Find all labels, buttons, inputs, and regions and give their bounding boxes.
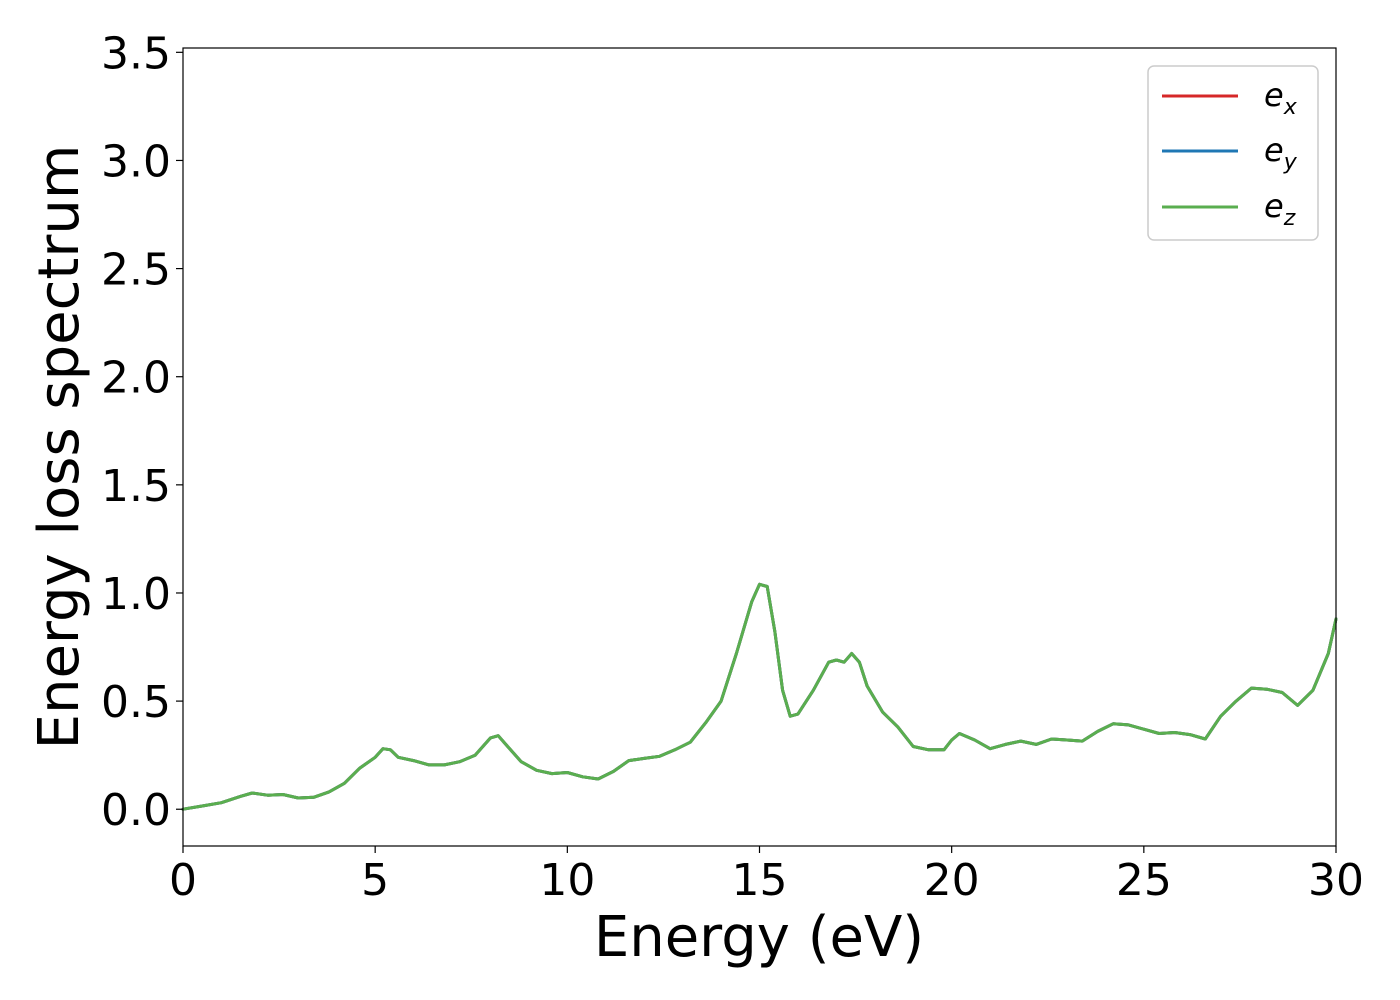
x-tick-label: 0	[169, 855, 197, 906]
x-axis-title: Energy (eV)	[594, 905, 924, 970]
y-tick-label: 0.0	[101, 785, 171, 836]
y-tick-label: 1.5	[101, 461, 171, 512]
legend-label-z: ez	[1264, 187, 1296, 231]
legend-label-x: ex	[1264, 76, 1298, 120]
legend: ex ey ez	[1147, 65, 1319, 241]
series-line-z	[181, 582, 1338, 811]
plot-lines	[181, 582, 1338, 811]
y-tick-label: 2.0	[101, 353, 171, 404]
y-axis-ticks: 0.0 0.5 1.0 1.5 2.0 2.5 3.0 3.5	[101, 28, 183, 836]
y-axis-title: Energy loss spectrum	[27, 145, 92, 750]
x-tick-label: 10	[539, 855, 595, 906]
y-tick-label: 3.0	[101, 136, 171, 187]
x-tick-label: 30	[1308, 855, 1364, 906]
legend-box	[1147, 65, 1319, 241]
x-axis-ticks: 0 5 10 15 20 25 30	[169, 846, 1364, 906]
x-tick-label: 25	[1116, 855, 1172, 906]
x-tick-label: 15	[732, 855, 788, 906]
x-tick-label: 20	[924, 855, 980, 906]
legend-label-y: ey	[1264, 131, 1298, 175]
y-tick-label: 1.0	[101, 569, 171, 620]
y-tick-label: 0.5	[101, 677, 171, 728]
y-tick-label: 3.5	[101, 28, 171, 79]
x-tick-label: 5	[361, 855, 389, 906]
y-tick-label: 2.5	[101, 245, 171, 296]
